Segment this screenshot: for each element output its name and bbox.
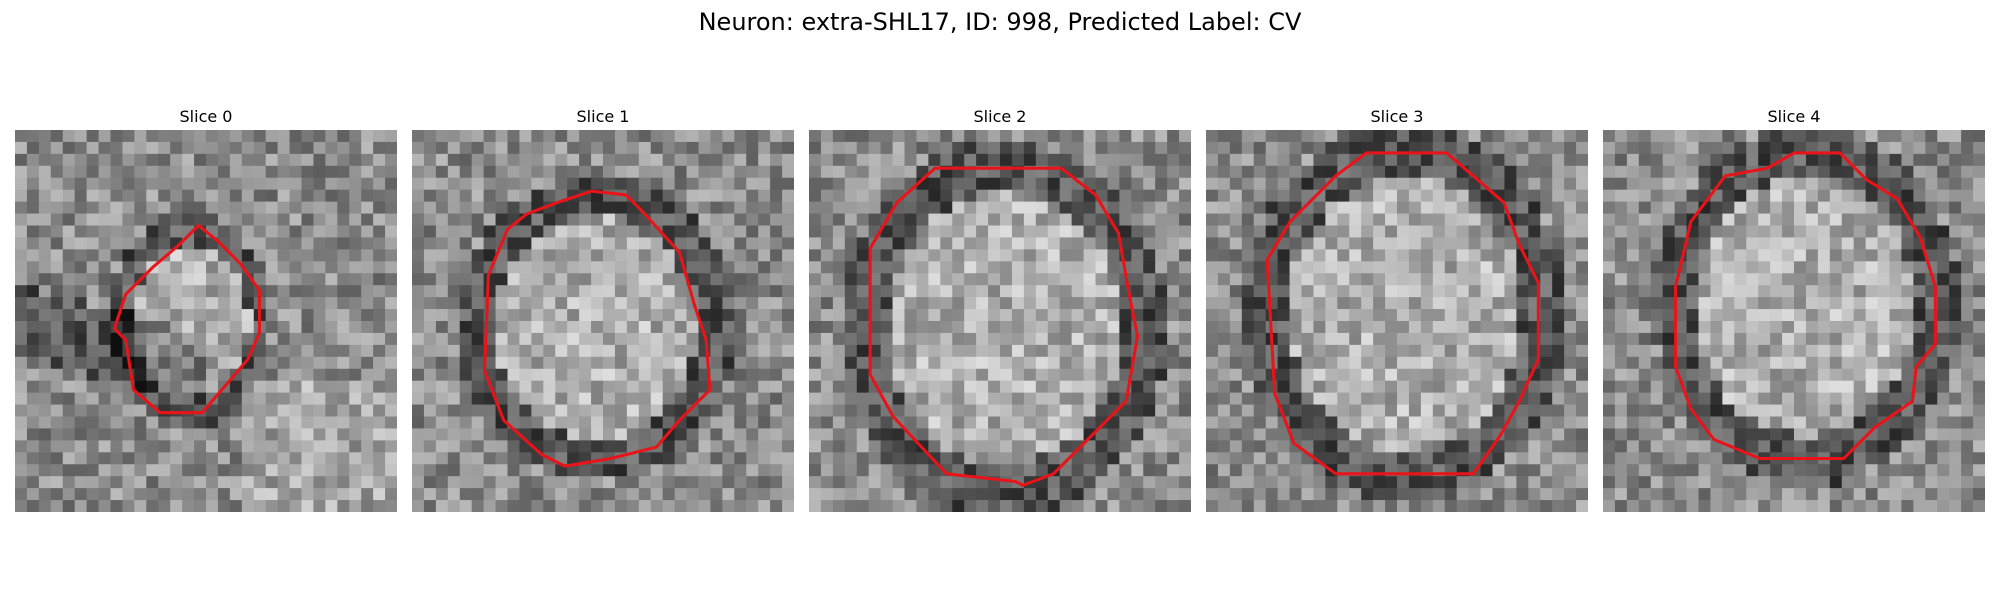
slice-image-2 xyxy=(809,130,1191,512)
slice-image-0 xyxy=(15,130,397,512)
slice-panel-4: Slice 4 xyxy=(1603,106,1985,512)
segmentation-contour xyxy=(1674,151,1937,461)
figure-title: Neuron: extra-SHL17, ID: 998, Predicted … xyxy=(698,8,1302,36)
slice-title-0: Slice 0 xyxy=(179,107,233,126)
slice-panel-2: Slice 2 xyxy=(809,106,1191,512)
segmentation-contour xyxy=(868,166,1140,487)
slice-title-2: Slice 2 xyxy=(973,107,1027,126)
segmentation-contour xyxy=(1265,151,1540,476)
slice-panel-0: Slice 0 xyxy=(15,106,397,512)
segmentation-contour xyxy=(112,223,262,415)
segmentation-contour xyxy=(483,189,712,468)
slice-panel-1: Slice 1 xyxy=(412,106,794,512)
slice-title-4: Slice 4 xyxy=(1767,107,1821,126)
slice-image-4 xyxy=(1603,130,1985,512)
slice-title-3: Slice 3 xyxy=(1370,107,1424,126)
slice-panel-3: Slice 3 xyxy=(1206,106,1588,512)
slice-image-3 xyxy=(1206,130,1588,512)
slice-title-1: Slice 1 xyxy=(576,107,630,126)
slice-image-1 xyxy=(412,130,794,512)
